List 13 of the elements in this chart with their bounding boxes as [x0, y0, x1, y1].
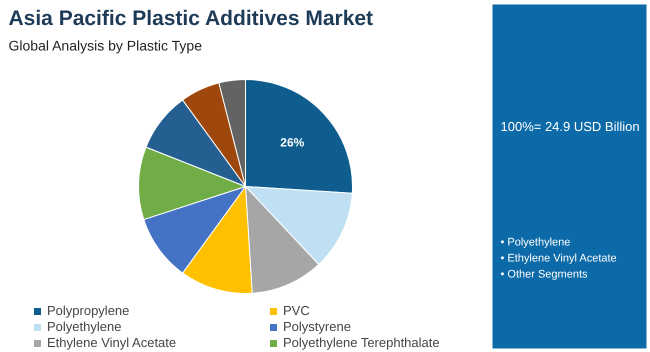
chart-title: Asia Pacific Plastic Additives Market	[8, 7, 374, 30]
legend-label: Ethylene Vinyl Acetate	[47, 335, 178, 350]
data-label: 26%	[280, 136, 305, 150]
text: • Ethylene Vinyl Acetate	[500, 252, 617, 264]
legend-label: Polyethylene Terephthalate	[283, 335, 441, 350]
legend-label: Polypropylene	[47, 303, 130, 318]
chart-subtitle: Global Analysis by Plastic Type	[8, 38, 202, 54]
legend-label: Polystyrene	[283, 319, 352, 334]
legend-label: PVC	[283, 303, 311, 318]
text: • Polyethylene	[500, 236, 570, 248]
text: • Other Segments	[500, 268, 588, 280]
legend-label: Polyethylene	[47, 319, 122, 334]
text: 100%= 24.9 USD Billion	[500, 119, 640, 134]
